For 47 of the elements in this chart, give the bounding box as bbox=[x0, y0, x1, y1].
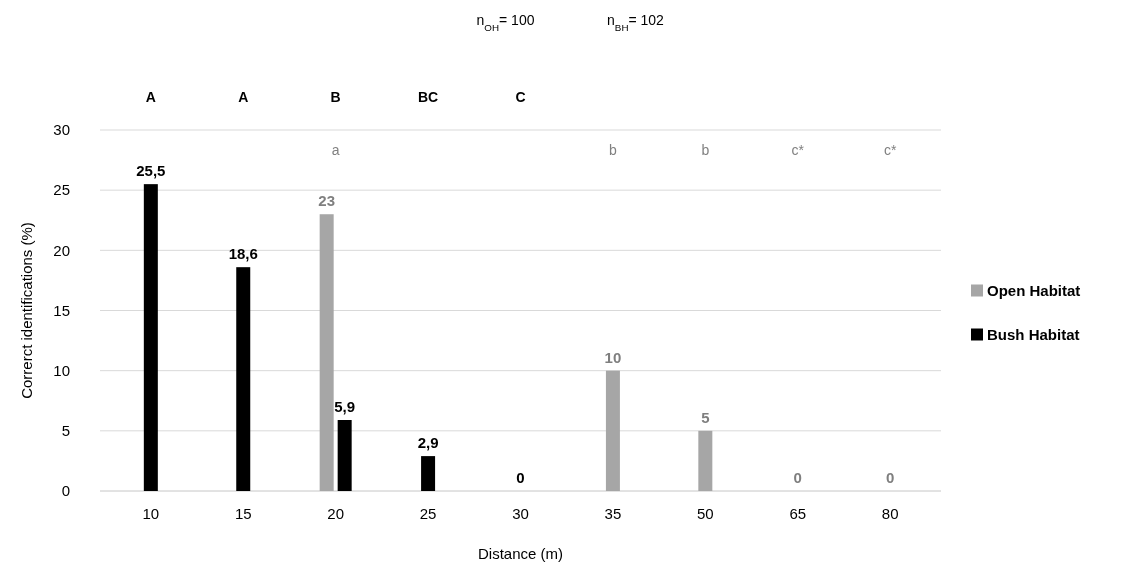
text: C bbox=[515, 89, 526, 105]
bar bbox=[605, 370, 620, 491]
x-tick-label: 25 bbox=[419, 505, 437, 522]
data-label: 0 bbox=[516, 469, 525, 486]
x-tick-label: 20 bbox=[327, 505, 345, 522]
annotation: c* bbox=[883, 142, 897, 158]
data-label: 5 bbox=[701, 408, 710, 426]
y-tick-label: 30 bbox=[53, 121, 70, 139]
x-axis-title: Distance (m) bbox=[477, 545, 564, 562]
x-tick-label: 15 bbox=[234, 505, 252, 522]
data-label: 0 bbox=[886, 469, 895, 486]
legend-label: Bush Habitat bbox=[987, 325, 1080, 343]
x-tick-label: 50 bbox=[696, 505, 714, 522]
x-tick-label: 65 bbox=[789, 505, 807, 522]
data-label: 0 bbox=[793, 469, 802, 486]
annotation: a bbox=[331, 142, 340, 158]
text: n$_{OH}$= 100 bbox=[476, 12, 535, 33]
bar bbox=[319, 214, 334, 491]
legend-label: Open Habitat bbox=[987, 281, 1081, 299]
data-label: 25,5 bbox=[136, 162, 166, 180]
bar bbox=[143, 184, 158, 491]
y-tick-label: 5 bbox=[61, 422, 70, 440]
y-tick-label: 20 bbox=[53, 241, 70, 259]
annotation: b bbox=[701, 142, 710, 158]
bar bbox=[698, 430, 713, 491]
data-label: 5,9 bbox=[334, 398, 356, 415]
data-label: 23 bbox=[318, 192, 336, 210]
y-tick-label: 15 bbox=[53, 301, 70, 319]
x-tick-label: 30 bbox=[512, 505, 529, 522]
text: A bbox=[238, 89, 249, 105]
text: B bbox=[330, 89, 341, 105]
bar bbox=[236, 267, 251, 491]
annotation: b bbox=[609, 142, 618, 158]
x-tick-label: 35 bbox=[604, 505, 622, 522]
data-label: 10 bbox=[604, 348, 622, 366]
y-axis-title: Correrct identifications (%) bbox=[18, 222, 35, 399]
x-tick-label: 80 bbox=[881, 505, 899, 522]
data-label: 18,6 bbox=[228, 245, 258, 263]
y-tick-label: 25 bbox=[53, 181, 70, 199]
x-tick-label: 10 bbox=[142, 505, 160, 522]
text: BC bbox=[417, 89, 439, 105]
y-tick-label: 0 bbox=[61, 482, 70, 500]
text: A bbox=[145, 89, 156, 105]
y-tick-label: 10 bbox=[53, 361, 70, 379]
annotation: c* bbox=[791, 142, 805, 158]
data-label: 2,9 bbox=[417, 434, 439, 452]
text: n$_{BH}$= 102 bbox=[607, 12, 665, 33]
